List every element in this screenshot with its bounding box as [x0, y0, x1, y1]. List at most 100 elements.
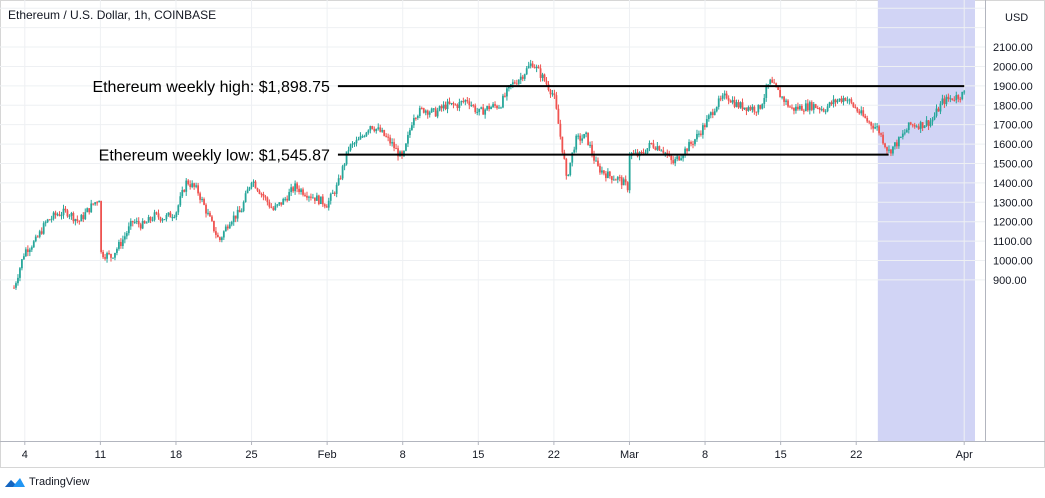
- candle-body: [765, 86, 768, 98]
- candle-body: [436, 110, 439, 117]
- candle-body: [373, 128, 376, 132]
- candle-body: [547, 84, 550, 90]
- x-tick-label: 25: [245, 449, 257, 461]
- candle-body: [353, 143, 356, 145]
- candle-body: [104, 257, 106, 259]
- candle-body: [905, 130, 908, 133]
- candle-body: [830, 102, 833, 105]
- candle-body: [395, 148, 397, 150]
- candle-body: [757, 104, 760, 113]
- candle-body: [939, 103, 942, 112]
- candle-body: [620, 177, 623, 186]
- candle-body: [234, 215, 237, 219]
- y-tick-label: 1500.00: [993, 158, 1033, 170]
- candle-body: [82, 215, 85, 220]
- candle-body: [608, 171, 611, 177]
- x-tick-label: 8: [702, 449, 708, 461]
- candle-body: [806, 103, 809, 111]
- candle-body: [58, 214, 61, 216]
- candle-body: [54, 212, 57, 216]
- candle-body: [696, 133, 698, 140]
- tradingview-branding[interactable]: TradingView: [4, 476, 90, 488]
- candle-body: [802, 110, 805, 112]
- x-tick-label: 15: [775, 449, 787, 461]
- candle-body: [888, 149, 890, 151]
- candle-body: [266, 197, 269, 203]
- candle-body: [159, 217, 162, 221]
- candle-body: [50, 218, 53, 220]
- candle-body: [832, 99, 835, 105]
- candle-body: [840, 98, 843, 102]
- candle-body: [36, 236, 39, 238]
- candle-body: [48, 219, 51, 221]
- candle-body: [836, 100, 839, 103]
- candle-body: [191, 183, 194, 188]
- candle-body: [949, 98, 952, 100]
- candle-body: [367, 130, 370, 133]
- candle-body: [185, 180, 188, 192]
- candle-body: [466, 100, 469, 102]
- candle-body: [755, 111, 758, 113]
- chart-title: Ethereum / U.S. Dollar, 1h, COINBASE: [8, 8, 216, 22]
- candle-body: [591, 144, 593, 155]
- candle-body: [38, 231, 41, 237]
- candle-body: [385, 135, 388, 137]
- candle-body: [923, 125, 926, 128]
- candle-body: [684, 148, 686, 156]
- candle-body: [110, 253, 112, 258]
- candle-body: [246, 189, 249, 194]
- candle-body: [804, 103, 807, 112]
- candle-body: [698, 133, 700, 135]
- candle-body: [866, 117, 869, 122]
- y-tick-label: 2100.00: [993, 42, 1033, 54]
- candle-body: [551, 93, 554, 95]
- candle-body: [610, 176, 613, 181]
- candle-body: [632, 153, 635, 155]
- candle-body: [44, 222, 47, 224]
- candle-body: [169, 212, 172, 218]
- candle-body: [294, 183, 297, 192]
- candle-body: [116, 248, 118, 253]
- candle-body: [828, 102, 831, 107]
- candle-body: [618, 177, 621, 179]
- candle-body: [622, 179, 625, 186]
- candle-body: [187, 180, 190, 185]
- candle-body: [327, 200, 330, 208]
- candle-body: [700, 133, 702, 135]
- candle-body: [141, 220, 144, 229]
- candle-body: [216, 234, 219, 238]
- candle-body: [381, 130, 384, 132]
- candle-body: [211, 216, 213, 221]
- candle-body: [21, 259, 23, 269]
- candle-body: [816, 107, 819, 109]
- candle-body: [19, 268, 21, 278]
- candle-body: [761, 104, 764, 109]
- candle-body: [529, 63, 532, 66]
- candle-body: [931, 119, 934, 122]
- candle-body: [707, 115, 710, 120]
- candle-body: [711, 112, 714, 115]
- candle-body: [739, 102, 742, 108]
- candle-body: [228, 224, 231, 229]
- price-axis: 900.00 1000.00 1100.00 1200.00 1300.00 1400.0…: [993, 42, 1033, 287]
- x-tick-label: 8: [400, 449, 406, 461]
- candle-body: [494, 104, 496, 106]
- candle-body: [262, 194, 265, 197]
- candle-body: [674, 159, 677, 164]
- candle-body: [248, 187, 251, 190]
- currency-label: USD: [1005, 12, 1028, 24]
- candle-body: [108, 253, 110, 255]
- candle-body: [131, 220, 134, 223]
- candle-body: [834, 99, 837, 103]
- candle-body: [654, 147, 657, 150]
- candle-body: [313, 197, 316, 201]
- candle-body: [541, 74, 544, 78]
- candle-body: [909, 122, 912, 125]
- candle-body: [670, 155, 673, 161]
- candle-body: [446, 101, 449, 110]
- candle-body: [90, 203, 93, 213]
- candle-body: [553, 93, 556, 96]
- candle-body: [389, 137, 392, 144]
- candle-body: [500, 107, 502, 109]
- candle-body: [222, 231, 225, 238]
